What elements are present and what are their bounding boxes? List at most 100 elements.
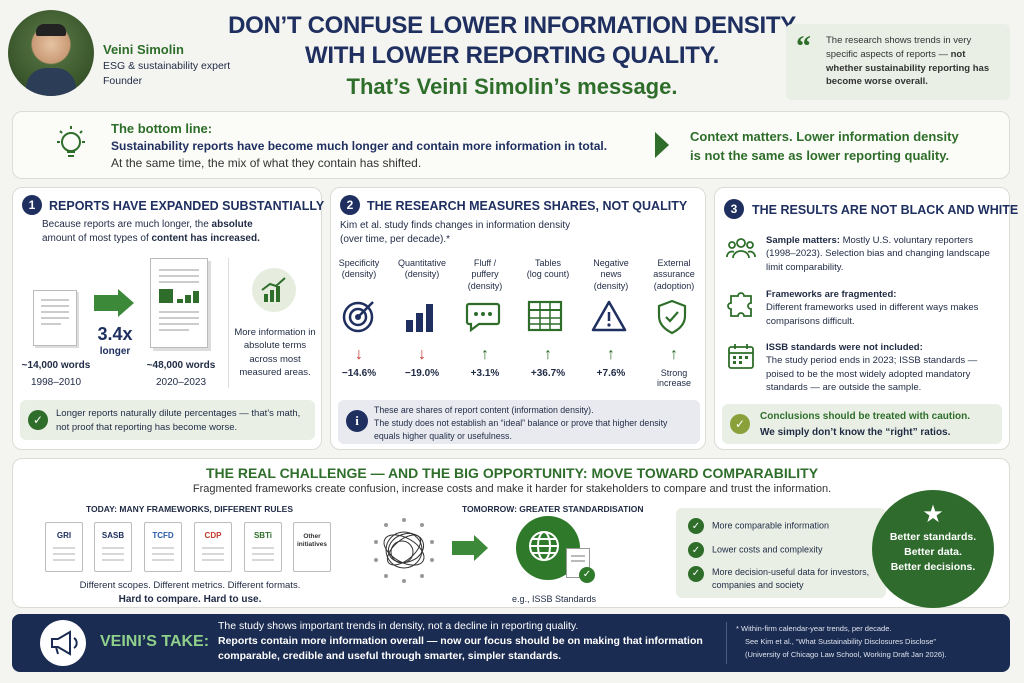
tomorrow-caption: e.g., ISSB Standards: [511, 594, 597, 604]
metric-name: Fluff /: [473, 258, 497, 268]
context-line2: is not the same as lower reporting quali…: [690, 148, 950, 163]
arrow-up-icon: ↑: [481, 346, 489, 363]
growth-label: longer: [99, 346, 131, 357]
left-words: ~14,000 words: [21, 360, 91, 371]
shield-check-icon: [656, 299, 688, 340]
section-2-number: 2: [340, 195, 360, 215]
footnote-1: * Within-firm calendar-year trends, per …: [736, 624, 892, 633]
benefit-1-text: More comparable information: [712, 520, 830, 531]
metric-sub: (log count): [526, 269, 570, 280]
s3-item-2-text: Different frameworks used in different w…: [766, 302, 979, 327]
bar-chart-icon: [404, 300, 438, 339]
metric-value: +36.7%: [530, 368, 566, 379]
intro-a: Because reports are much longer, the: [42, 219, 209, 230]
benefit-3: ✓ More decision-useful data for investors…: [688, 566, 878, 591]
metric-label: Negative news (density): [582, 258, 640, 292]
s3-item-1: Sample matters: Mostly U.S. voluntary re…: [766, 234, 1004, 274]
check-icon: ✓: [688, 542, 704, 558]
intro-b: absolute: [211, 219, 253, 230]
metric-value: −14.6%: [341, 368, 377, 379]
note-line2: not proof that reporting has become wors…: [56, 422, 238, 433]
section-2-heading: THE RESEARCH MEASURES SHARES, NOT QUALIT…: [367, 199, 688, 213]
framework-sbti-label: SBTi: [253, 531, 273, 540]
better-2: Better data.: [904, 546, 962, 558]
s2-note-line2: The study does not establish an “ideal” …: [374, 418, 668, 428]
target-icon: [341, 298, 377, 339]
section-3-number: 3: [724, 199, 744, 219]
metric-label: Quantitative (density): [393, 258, 451, 281]
section-1-heading: REPORTS HAVE EXPANDED SUBSTANTIALLY: [49, 199, 325, 213]
tangle-icon: [368, 514, 440, 591]
metric-value: +7.6%: [596, 368, 626, 379]
arrow-down-icon: ↓: [355, 346, 363, 363]
author-name: Veini Simolin: [103, 42, 184, 57]
note-line1: Longer reports naturally dilute percenta…: [56, 408, 301, 419]
arrow-right-icon: [94, 295, 118, 311]
puzzle-icon: [727, 290, 755, 323]
benefit-1: ✓ More comparable information: [688, 518, 829, 534]
footer-banner: [12, 614, 1010, 672]
metric-name: External: [657, 258, 691, 268]
avatar: [8, 10, 94, 96]
intro-d: content has increased.: [151, 233, 260, 244]
author-founder: Founder: [103, 75, 143, 87]
arrow-down-icon: ↓: [418, 346, 426, 363]
tomorrow-label: TOMORROW: GREATER STANDARDISATION: [462, 504, 644, 514]
intro-c: amount of most types of: [42, 233, 149, 244]
arrow-up-icon: ↑: [670, 346, 678, 363]
caution-line1: Conclusions should be treated with cauti…: [760, 411, 971, 422]
metric-sub: (density): [341, 269, 377, 280]
calendar-icon: [727, 342, 755, 375]
s3-item-2-bold: Frameworks are fragmented:: [766, 289, 897, 300]
metric-value: −19.0%: [404, 368, 440, 379]
s3-item-3-bold: ISSB standards were not included:: [766, 342, 923, 353]
today-note: Different scopes. Different metrics. Dif…: [79, 580, 301, 591]
framework-gri: GRI: [45, 522, 83, 572]
framework-tcfd-label: TCFD: [152, 531, 174, 540]
quote-text: The research shows trends in very specif…: [826, 35, 972, 60]
check-icon: ✓: [688, 518, 704, 534]
footer-line1: The study shows important trends in dens…: [218, 620, 579, 632]
info-icon: i: [346, 410, 368, 432]
framework-sbti: SBTi: [244, 522, 282, 572]
quote-box: “ The research shows trends in very spec…: [786, 24, 1010, 100]
footnote-3: (University of Chicago Law School, Worki…: [745, 650, 947, 659]
caution-line2: We simply don’t know the “right” ratios.: [760, 427, 951, 438]
section-2-note: i These are shares of report content (in…: [338, 400, 700, 444]
metric-name: Negative news: [593, 258, 629, 280]
metric-sub: assurance (adoption): [653, 269, 695, 291]
more-info-text: More information in absolute terms acros…: [234, 327, 316, 378]
framework-other: Other initiatives: [293, 522, 331, 572]
section-3-heading: THE RESULTS ARE NOT BLACK AND WHITE: [752, 203, 1019, 217]
left-years: 1998–2010: [30, 377, 82, 388]
page-subtitle: That’s Veini Simolin’s message.: [346, 74, 678, 99]
megaphone-icon: [40, 620, 86, 666]
bottom-line-text: At the same time, the mix of what they c…: [111, 156, 422, 170]
framework-sasb-label: SASB: [101, 531, 125, 540]
document-check-icon: ✓: [566, 548, 595, 583]
author-role: ESG & sustainability expert: [103, 60, 231, 72]
metric-name: Tables: [534, 258, 561, 268]
bottom-line-bold: Sustainability reports have become much …: [111, 139, 608, 153]
framework-cdp-label: CDP: [204, 531, 222, 540]
caution-box: ✓ Conclusions should be treated with cau…: [722, 404, 1002, 444]
metric-label: Tables (log count): [519, 258, 577, 281]
better-3: Better decisions.: [890, 561, 976, 573]
right-years: 2020–2023: [155, 377, 207, 388]
lightbulb-icon: [53, 124, 89, 173]
growth-chart-icon: [252, 268, 296, 312]
quote-icon: “: [796, 30, 811, 63]
framework-cdp: CDP: [194, 522, 232, 572]
s2-note-line3: equals higher quality or usefulness.: [374, 431, 512, 441]
bottom-line-heading: The bottom line:: [111, 121, 213, 136]
section-2-intro1: Kim et al. study finds changes in inform…: [340, 220, 571, 231]
better-circle: ★ Better standards. Better data. Better …: [872, 490, 994, 608]
footnote-2: See Kim et al., “What Sustainability Dis…: [745, 637, 936, 646]
section-1-note: ✓ Longer reports naturally dilute percen…: [20, 400, 315, 440]
metric-value: Strong increase: [656, 368, 692, 388]
metric-sub: puffery (density): [467, 269, 503, 291]
s3-item-1-bold: Sample matters:: [766, 235, 840, 246]
better-1: Better standards.: [889, 531, 977, 543]
speech-bubble-icon: [465, 300, 501, 339]
page-title-line2: WITH LOWER REPORTING QUALITY.: [305, 42, 719, 69]
